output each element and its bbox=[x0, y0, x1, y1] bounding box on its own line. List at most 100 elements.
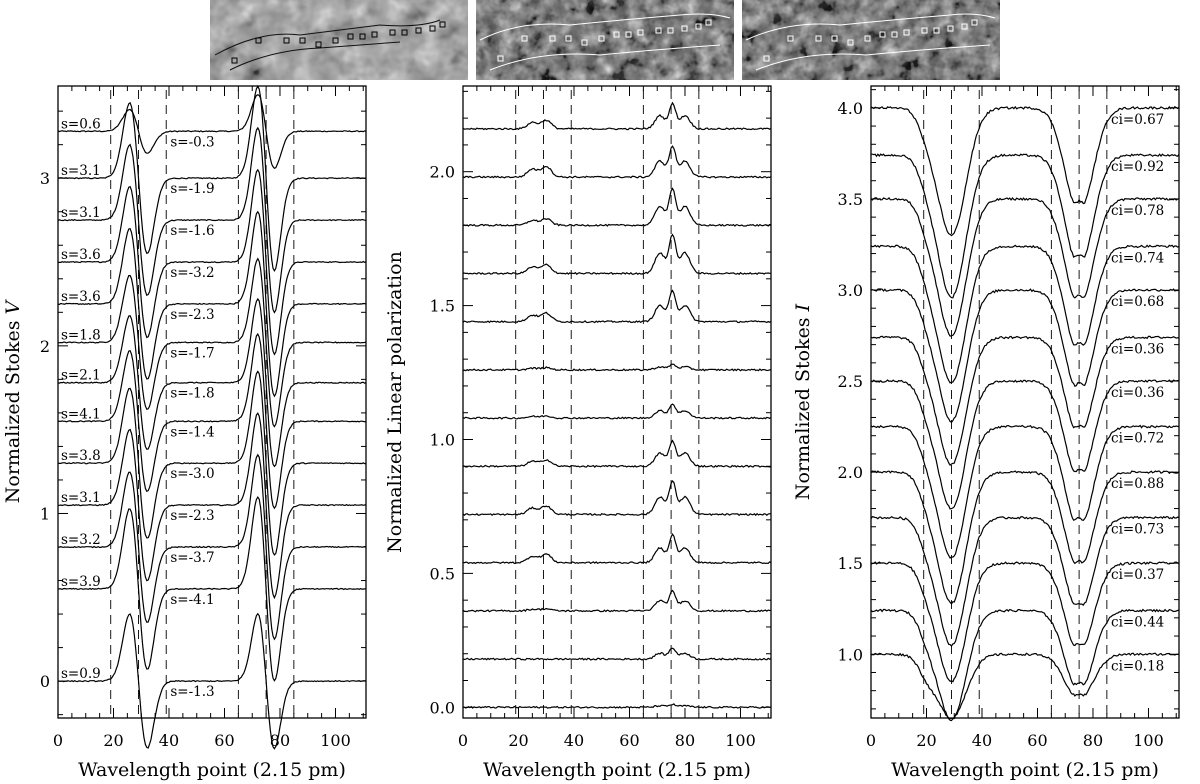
series-left-label: s=3.1 bbox=[61, 490, 101, 506]
series-left-label: s=0.9 bbox=[61, 666, 101, 682]
profile-line bbox=[58, 612, 367, 750]
y-tick-label: 3 bbox=[40, 169, 50, 188]
thumbnail-images bbox=[210, 0, 1000, 80]
slit-marker bbox=[879, 31, 886, 38]
y-tick-label: 4.0 bbox=[838, 99, 863, 118]
x-tick-label: 40 bbox=[972, 731, 992, 750]
slit-marker bbox=[359, 33, 366, 40]
slit-marker bbox=[315, 41, 322, 48]
slit-marker bbox=[947, 25, 954, 32]
profile-line bbox=[870, 608, 1180, 722]
x-axis-label: Wavelength point (2.15 pm) bbox=[483, 759, 751, 781]
x-tick-label: 80 bbox=[1083, 731, 1103, 750]
profile-line bbox=[462, 480, 772, 517]
y-axis-label: Normalized Stokes I bbox=[792, 303, 814, 500]
series-left-label: s=4.1 bbox=[61, 406, 101, 422]
profile-line bbox=[57, 85, 367, 273]
series-right-label: s=-2.3 bbox=[170, 307, 214, 323]
profile-line bbox=[870, 515, 1180, 647]
series-label: ci=0.36 bbox=[1111, 385, 1164, 401]
x-tick-label: 40 bbox=[159, 731, 179, 750]
series-right-label: s=-4.1 bbox=[170, 592, 214, 608]
profile-line bbox=[462, 703, 772, 709]
profile-line bbox=[870, 244, 1180, 384]
y-tick-label: 2.5 bbox=[838, 372, 863, 391]
series-label: ci=0.73 bbox=[1111, 522, 1164, 538]
y-tick-label: 0 bbox=[40, 672, 50, 691]
x-axis-label: Wavelength point (2.15 pm) bbox=[891, 759, 1159, 781]
y-tick-label: 2 bbox=[40, 337, 50, 356]
series-right-label: s=-1.7 bbox=[170, 345, 214, 361]
series-label: ci=0.44 bbox=[1111, 615, 1164, 631]
slit-marker bbox=[667, 27, 674, 34]
profile-line bbox=[57, 257, 367, 428]
series-right-label: s=-1.6 bbox=[170, 223, 214, 239]
y-axis-label: Normalized Stokes V bbox=[2, 298, 24, 503]
x-tick-label: 60 bbox=[619, 731, 639, 750]
slit-marker bbox=[637, 29, 644, 36]
y-tick-label: 1 bbox=[40, 504, 50, 523]
x-tick-label: 20 bbox=[508, 731, 528, 750]
slit-marker bbox=[283, 37, 290, 44]
profile-line bbox=[462, 363, 772, 372]
series-left-label: s=0.6 bbox=[61, 116, 101, 132]
series-right-label: s=-3.2 bbox=[170, 265, 214, 281]
profile-line bbox=[462, 145, 772, 179]
y-tick-label: 3.5 bbox=[838, 190, 863, 209]
profile-line bbox=[462, 289, 772, 324]
x-tick-label: 100 bbox=[1133, 731, 1164, 750]
y-tick-label: 1.5 bbox=[430, 297, 455, 316]
profile-line bbox=[870, 105, 1180, 237]
linear-polarization-panel: 0 20 40 60 80 100 Wavelength point (2.15 pm) 0.… bbox=[384, 85, 772, 781]
profile-line bbox=[871, 153, 1180, 299]
y-axis-label: Normalized Linear polarization bbox=[384, 251, 406, 553]
y-tick-label: 1.0 bbox=[838, 645, 863, 664]
profile-line bbox=[870, 335, 1180, 466]
series-left-label: s=3.9 bbox=[61, 574, 101, 590]
series-label: ci=0.37 bbox=[1111, 567, 1164, 583]
profile-line bbox=[870, 379, 1180, 510]
slit-marker bbox=[565, 35, 572, 42]
x-tick-label: 100 bbox=[725, 731, 756, 750]
series-right-label: s=-2.3 bbox=[170, 508, 214, 524]
plot-frame bbox=[462, 85, 772, 719]
profile-line bbox=[58, 210, 367, 398]
y-tick-label: 1.5 bbox=[838, 554, 863, 573]
profile-line bbox=[57, 495, 367, 682]
profile-line bbox=[462, 187, 772, 227]
series-right-label: s=-1.4 bbox=[170, 424, 214, 440]
y-tick-label: 0.5 bbox=[430, 564, 455, 583]
series-left-label: s=3.6 bbox=[61, 289, 101, 305]
series-right-label: s=-0.3 bbox=[170, 134, 214, 150]
series-left-label: s=3.6 bbox=[61, 247, 101, 263]
slit-marker bbox=[903, 29, 910, 36]
y-tick-label: 2.0 bbox=[430, 163, 455, 182]
slit-marker bbox=[231, 57, 238, 64]
slit-marker bbox=[655, 27, 662, 34]
x-tick-label: 40 bbox=[564, 731, 584, 750]
x-tick-label: 100 bbox=[320, 731, 351, 750]
slit-marker bbox=[831, 35, 838, 42]
series-right-label: s=-1.8 bbox=[170, 386, 214, 402]
profile-line bbox=[462, 101, 772, 131]
series-left-label: s=3.1 bbox=[61, 163, 101, 179]
slit-marker bbox=[763, 55, 770, 62]
profile-line bbox=[462, 589, 772, 613]
slit-marker bbox=[347, 33, 354, 40]
y-tick-label: 2.0 bbox=[838, 463, 863, 482]
profile-line bbox=[57, 297, 367, 468]
slit-marker bbox=[625, 31, 632, 38]
x-axis-label: Wavelength point (2.15 pm) bbox=[78, 759, 346, 781]
profile-line bbox=[462, 403, 772, 420]
profile-line bbox=[870, 424, 1180, 559]
x-tick-label: 60 bbox=[1027, 731, 1047, 750]
profile-line bbox=[462, 647, 772, 661]
profile-line bbox=[870, 561, 1180, 683]
slit-marker bbox=[847, 39, 854, 46]
series-label: ci=0.72 bbox=[1111, 431, 1164, 447]
slit-marker bbox=[695, 23, 702, 30]
series-left-label: s=3.2 bbox=[61, 532, 101, 548]
x-tick-label: 60 bbox=[214, 731, 234, 750]
stokes-i-panel: 0 20 40 60 80 100 Wavelength point (2.15 pm) 1.… bbox=[792, 85, 1180, 781]
